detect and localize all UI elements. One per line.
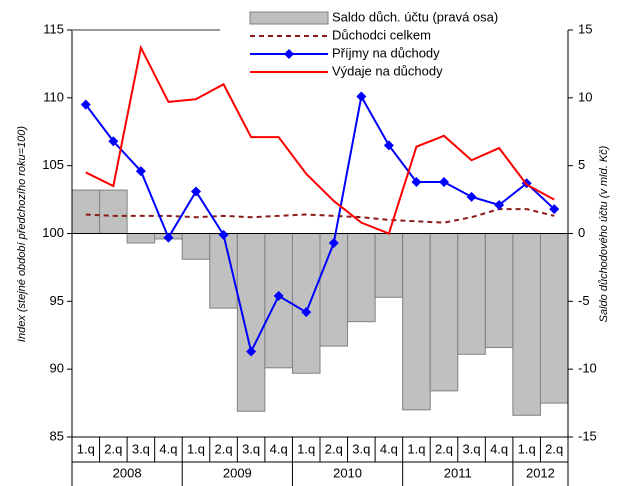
bar: [291, 233, 321, 374]
marker: [328, 237, 339, 248]
bar: [512, 233, 541, 416]
x-tick-label: 1.q: [297, 441, 315, 456]
x-tick-label: 2.q: [545, 441, 563, 456]
legend-label: Výdaje na důchody: [332, 63, 443, 78]
y2-tick-label: 15: [578, 21, 592, 36]
x-tick-label: 1.q: [518, 441, 536, 456]
y-tick-label: 115: [43, 21, 64, 36]
marker: [383, 140, 394, 151]
legend-label: Příjmy na důchody: [332, 45, 440, 60]
legend-swatch: [249, 11, 329, 25]
y-tick-label: 95: [50, 293, 64, 308]
x-group-label: 2011: [444, 465, 472, 480]
marker: [163, 232, 174, 243]
y-tick-label: 100: [42, 225, 64, 240]
x-tick-label: 1.q: [407, 441, 425, 456]
marker: [80, 99, 91, 110]
x-tick-label: 3.q: [352, 441, 370, 456]
y2-tick-label: -15: [578, 428, 597, 443]
legend-marker: [284, 49, 294, 59]
marker: [301, 307, 312, 318]
x-group-label: 2008: [113, 465, 142, 480]
x-tick-label: 4.q: [159, 441, 177, 456]
x-tick-label: 3.q: [242, 441, 260, 456]
marker: [108, 136, 119, 147]
x-tick-label: 2.q: [325, 441, 343, 456]
y-tick-label: 90: [50, 361, 64, 376]
y2-tick-label: 0: [578, 225, 585, 240]
bar: [429, 233, 459, 392]
x-tick-label: 4.q: [270, 441, 288, 456]
bar: [181, 233, 211, 260]
legend-label: Důchodci celkem: [332, 27, 431, 42]
bar: [457, 233, 486, 355]
x-tick-label: 4.q: [380, 441, 398, 456]
bar: [126, 233, 156, 244]
x-tick-label: 2.q: [215, 441, 233, 456]
y-tick-label: 85: [50, 428, 64, 443]
y2-tick-label: 10: [578, 89, 592, 104]
marker: [191, 186, 201, 197]
x-tick-label: 3.q: [463, 441, 481, 456]
marker: [549, 204, 560, 215]
x-tick-label: 4.q: [490, 441, 508, 456]
y2-tick-label: -10: [578, 361, 597, 376]
bar: [236, 233, 266, 412]
bar: [374, 233, 404, 298]
marker: [356, 91, 367, 102]
bar: [209, 233, 238, 309]
bar: [402, 233, 431, 411]
legend-label: Saldo důch. účtu (pravá osa): [332, 9, 498, 24]
marker: [273, 290, 284, 301]
bar: [319, 233, 349, 347]
marker: [218, 229, 229, 240]
marker: [246, 346, 257, 357]
x-tick-label: 1.q: [77, 441, 95, 456]
marker: [439, 176, 449, 187]
y2-tick-label: 5: [578, 157, 585, 172]
x-tick-label: 2.q: [435, 441, 453, 456]
bar: [539, 233, 569, 404]
y2-tick-label: -5: [578, 293, 590, 308]
y-tick-label: 105: [42, 157, 64, 172]
line: [85, 44, 555, 235]
line: [85, 208, 555, 224]
x-group-label: 2012: [526, 465, 555, 480]
bar: [99, 189, 128, 235]
x-tick-label: 3.q: [132, 441, 150, 456]
bar: [71, 189, 101, 235]
x-group-label: 2010: [333, 465, 362, 480]
x-tick-label: 2.q: [104, 441, 122, 456]
marker: [466, 191, 477, 202]
bar: [347, 233, 376, 323]
marker: [135, 166, 146, 177]
marker: [411, 176, 422, 187]
y-axis-title: Index (stejné období předchozího roku=10…: [16, 126, 28, 343]
marker: [494, 200, 505, 211]
line: [84, 93, 555, 355]
bar: [484, 233, 514, 348]
x-group-label: 2009: [223, 465, 252, 480]
x-tick-label: 1.q: [187, 441, 205, 456]
y2-axis-title: Saldo důchodového účtu (v mld. Kč): [598, 145, 610, 322]
y-tick-label: 110: [43, 89, 64, 104]
